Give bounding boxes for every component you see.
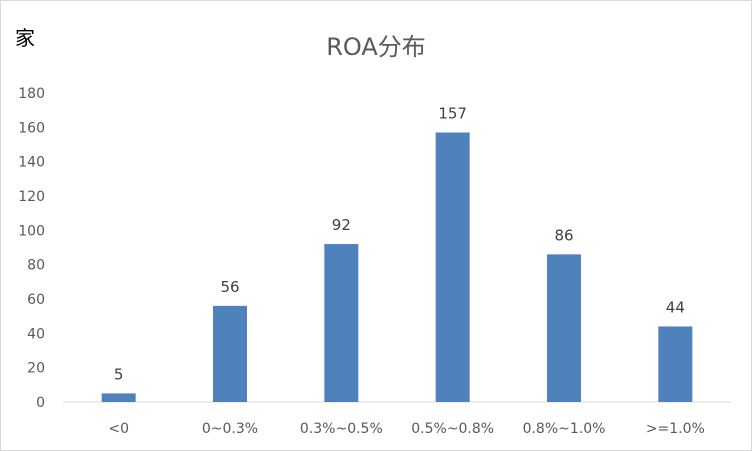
x-tick-label: 0.8%~1.0% <box>523 421 606 437</box>
y-tick-label: 60 <box>27 292 45 308</box>
data-label: 5 <box>114 365 124 383</box>
data-label: 56 <box>220 278 239 296</box>
bar <box>547 254 581 402</box>
y-tick-label: 40 <box>27 326 45 342</box>
data-label: 92 <box>332 216 351 234</box>
bar <box>658 326 693 402</box>
bar <box>324 244 359 402</box>
data-labels-group: 5 56 92 157 86 44 <box>114 104 685 383</box>
y-tick-label: 180 <box>18 86 45 102</box>
y-tick-label: 0 <box>36 395 45 411</box>
x-tick-label: <0 <box>108 421 129 437</box>
bars-group <box>101 132 693 402</box>
y-tick-label: 80 <box>27 258 45 274</box>
x-tick-label: 0.3%~0.5% <box>300 421 383 437</box>
x-axis-ticks: <0 0~0.3% 0.3%~0.5% 0.5%~0.8% 0.8%~1.0% >=1.0… <box>108 421 705 437</box>
y-axis-ticks: 0 20 40 60 80 100 120 140 160 180 <box>18 86 45 411</box>
bar <box>101 393 136 402</box>
data-label: 44 <box>666 298 685 316</box>
chart-title: ROA分布 <box>326 33 426 61</box>
x-tick-label: 0.5%~0.8% <box>411 421 494 437</box>
bar <box>213 305 247 402</box>
y-tick-label: 100 <box>18 223 45 239</box>
data-label: 157 <box>438 104 467 122</box>
x-tick-label: 0~0.3% <box>202 421 258 437</box>
bar <box>435 132 470 402</box>
y-axis-unit-label: 家 <box>15 26 35 50</box>
y-tick-label: 120 <box>18 189 45 205</box>
x-tick-label: >=1.0% <box>646 421 705 437</box>
data-label: 86 <box>554 226 573 244</box>
y-tick-label: 140 <box>18 155 45 171</box>
y-tick-label: 20 <box>27 361 45 377</box>
y-tick-label: 160 <box>18 120 45 136</box>
